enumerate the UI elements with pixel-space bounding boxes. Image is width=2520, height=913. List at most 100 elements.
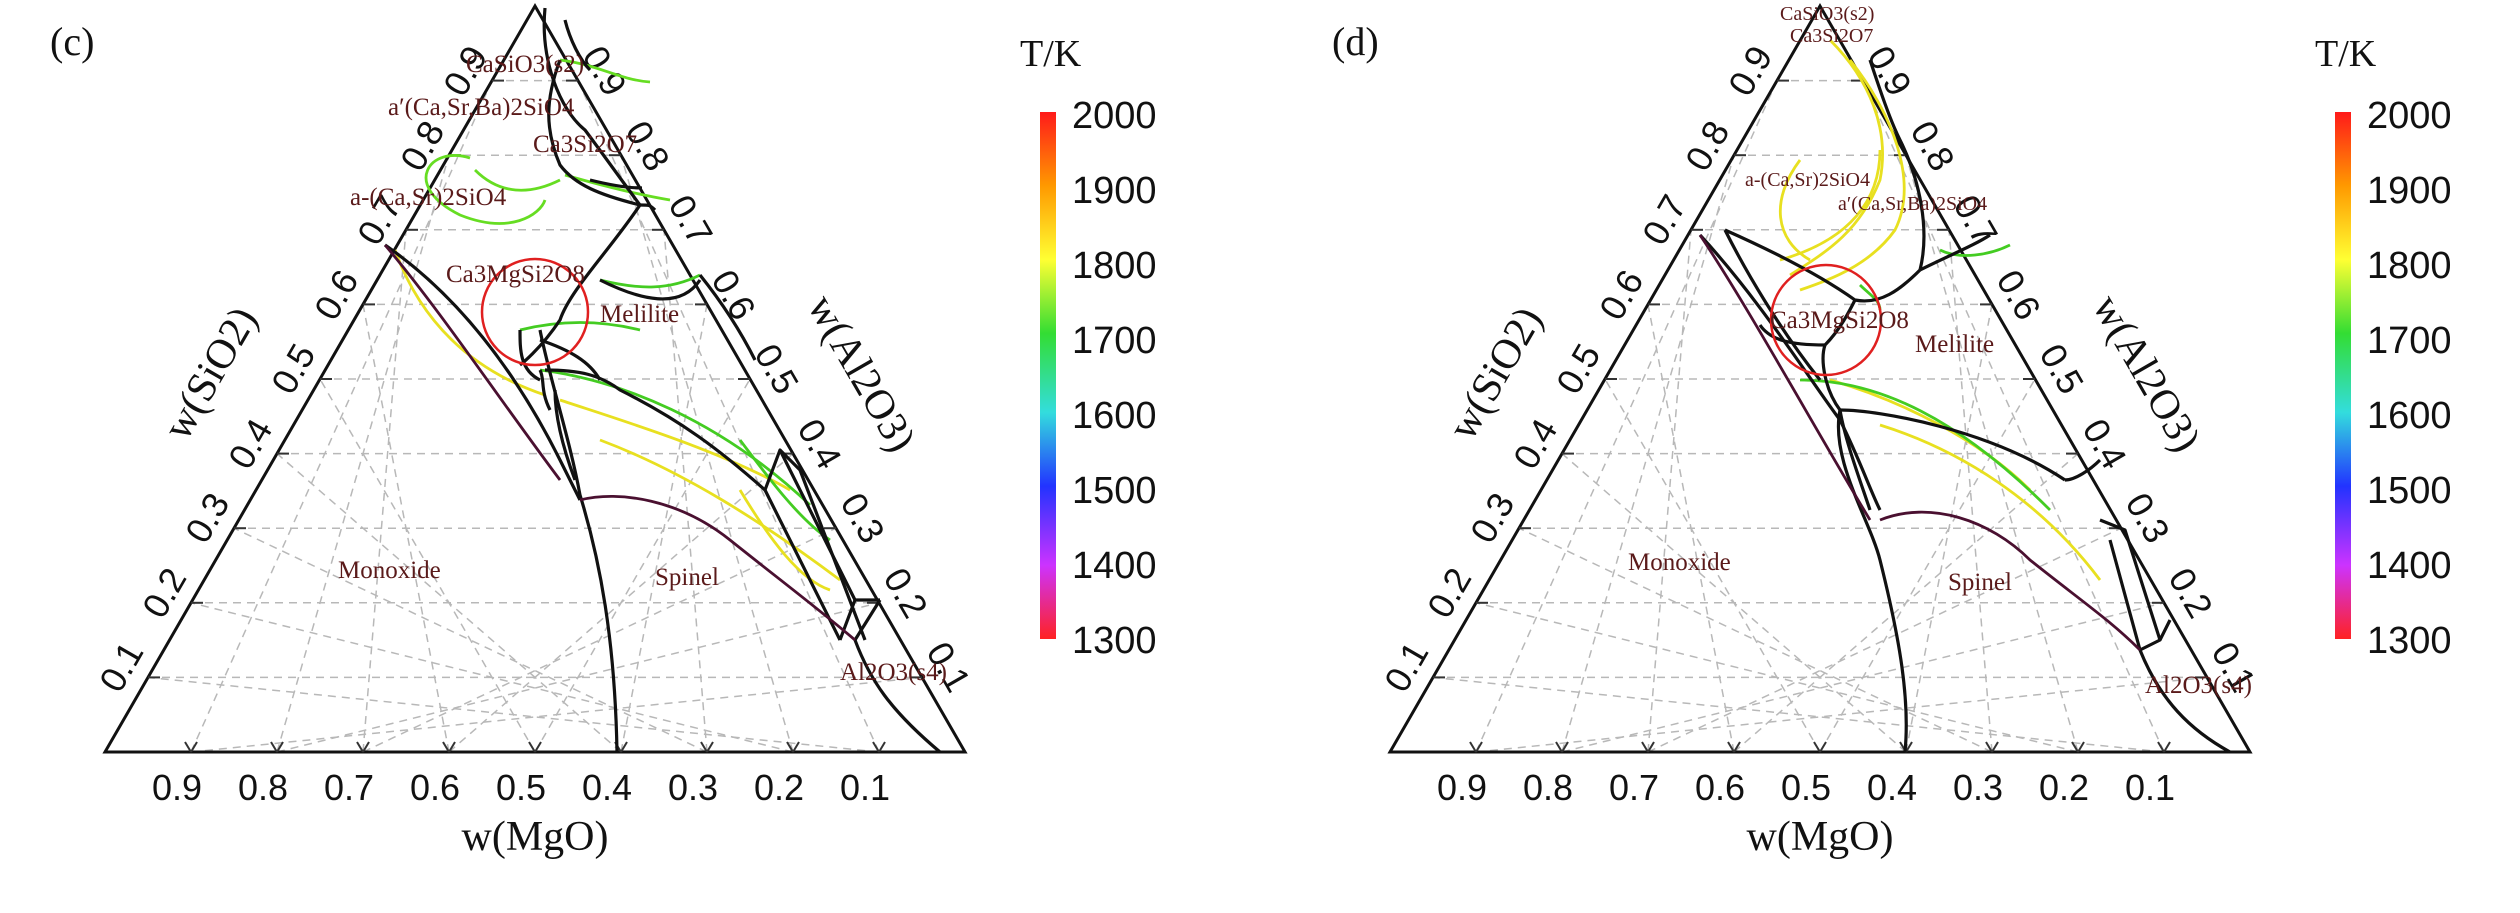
boundary-dark [1698,234,1872,521]
grid-line [362,527,837,753]
tick-mark [270,741,278,753]
mgo-tick: 0.7 [324,767,374,808]
sio2-tick: 0.8 [1677,114,1738,178]
tick-mark [2077,741,2085,753]
tick-mark [2157,741,2165,753]
boundary-dark [383,244,562,481]
boundary [763,489,842,641]
tick-mark [1727,741,1735,753]
mgo-tick: 0.3 [1953,767,2003,808]
tick-mark [356,741,364,753]
isotherm-1900 [738,489,831,592]
colorbar-tick: 1900 [1072,170,1157,212]
grid-line [1604,378,1821,753]
grid-line [1475,80,1778,753]
sio2-tick-labels-d: 0.1 0.2 0.3 0.4 0.5 0.6 0.7 0.8 0.9 [1376,39,1781,699]
mgo-tick-labels-c: 0.9 0.8 0.7 0.6 0.5 0.4 0.3 0.2 0.1 [152,767,890,808]
grid-line [1905,304,1993,753]
mgo-tick: 0.8 [1523,767,1573,808]
colorbar-gradient [2335,112,2351,639]
grid-line [319,378,536,753]
tick-mark [1819,741,1827,753]
mgo-tick: 0.6 [410,767,460,808]
boundary [698,274,757,361]
phase-merwinite-d: Ca3MgSi2O8 [1770,307,1909,334]
isotherm-1900 [1829,378,2031,491]
tick-mark [1647,741,1655,753]
isotherm-1900 [1879,423,2102,581]
boundary [1724,228,1922,303]
boundary [838,598,880,641]
tick-mark [1985,741,1993,753]
tick-mark [878,741,886,753]
isotherm-1800 [1799,378,2051,511]
colorbar-title: T/K [1020,33,1082,75]
tick-mark [786,741,794,753]
ternary-grid-d [1432,79,2208,753]
boundary-dark [579,494,856,642]
mgo-tick: 0.6 [1695,767,1745,808]
grid-line [1862,80,2165,753]
boundary [539,338,602,381]
phase-monoxide-d: Monoxide [1628,549,1731,576]
mgo-tick: 0.2 [2039,767,2089,808]
boundary-dark [1879,510,2141,651]
boundary [2064,458,2102,482]
boundary [1823,299,1857,347]
grid-line [233,527,708,753]
colorbar-tick: 2000 [1072,95,1157,137]
boundary [384,243,582,501]
isotherm-1800 [539,368,811,507]
isotherm-1800 [1939,243,2011,257]
isotherm-1800 [564,173,671,202]
tick-mark [190,741,198,753]
sio2-tick: 0.8 [392,114,453,178]
mgo-tick: 0.4 [1867,767,1917,808]
mgo-tick: 0.5 [1781,767,1831,808]
boundary [853,639,942,754]
tick-mark [700,741,708,753]
al2o3-tick-labels-d: 0.9 0.8 0.7 0.6 0.5 0.4 0.3 0.2 0.1 [1860,39,2265,699]
phase-a-ca-sr-d: a-(Ca,Sr)2SiO4 [1745,169,1870,191]
grid-line [1647,304,1735,753]
grid-line [190,80,493,753]
boundary [563,19,592,72]
phase-monoxide-c: Monoxide [338,557,441,584]
tick-mark [276,741,284,753]
phase-a-prime-d: a′(Ca,Sr,Ba)2SiO4 [1838,193,1987,215]
boundary [589,178,643,190]
boundary [853,599,882,641]
isotherm-1900 [1789,39,1884,277]
boundary [538,369,552,411]
tick-mark [2071,741,2079,753]
grid-line [534,378,751,753]
tick-mark [1469,741,1477,753]
phase-al2o3-d: Al2O3(s4) [2145,672,2252,699]
colorbar-tick: 1600 [1072,395,1157,437]
colorbar-tick: 1400 [2367,545,2452,587]
phase-boundaries-c [384,7,942,754]
isotherm-1700 [519,321,641,332]
phase-a-ca-sr-c: a-(Ca,Sr)2SiO4 [350,184,507,211]
tick-mark [1561,741,1569,753]
tick-mark [706,741,714,753]
boundary [639,203,657,212]
isotherm-1700 [599,273,701,289]
grid-line [362,229,407,753]
mgo-tick-labels-d: 0.9 0.8 0.7 0.6 0.5 0.4 0.3 0.2 0.1 [1437,767,2175,808]
tick-mark [1475,741,1483,753]
boundary [1698,233,1882,511]
isotherms-d [1778,39,2102,581]
isotherm-1800 [424,154,547,225]
phase-ca3si2o7-d: Ca3Si2O7 [1790,25,1873,47]
boundary [519,204,642,367]
grid-line [1518,527,1993,753]
grid-line [1647,527,2122,753]
phase-casio3-d: CaSiO3(s2) [1780,3,1874,25]
grid-line [362,304,450,753]
tick-mark [872,741,880,753]
phase-ca3si2o7-c: Ca3Si2O7 [533,131,637,158]
colorbar-tick: 1300 [2367,620,2452,662]
panel-label-d: (d) [1332,19,1379,64]
